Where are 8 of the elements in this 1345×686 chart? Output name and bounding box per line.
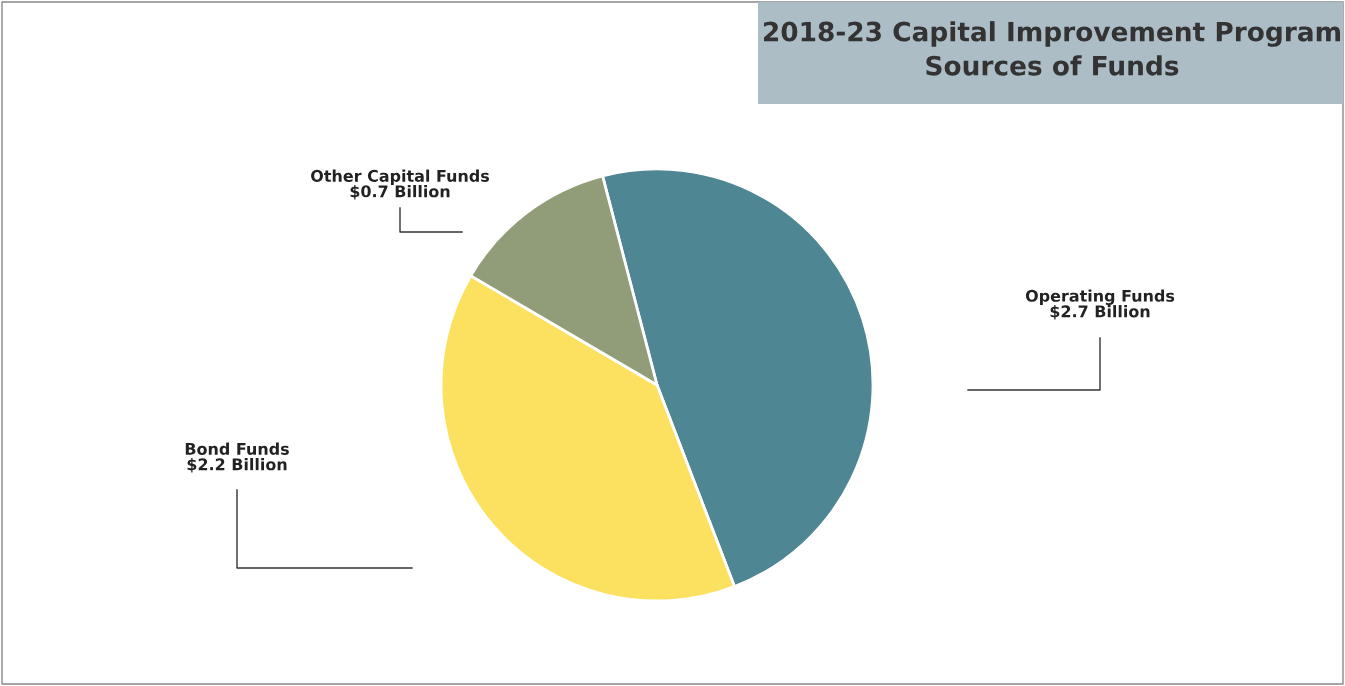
slice-label: Other Capital Funds: [311, 169, 489, 185]
data-label: $2.7 Billion: [1050, 305, 1150, 320]
data-label: $2.2 Billion: [187, 458, 287, 473]
chart-title: 2018-23 Capital Improvement Program: [763, 21, 1341, 47]
data-label: $0.7 Billion: [350, 185, 450, 200]
chart-subtitle: Sources of Funds: [926, 55, 1179, 76]
slice-label: Bond Funds: [185, 442, 289, 455]
slice-label: Operating Funds: [1025, 289, 1175, 306]
